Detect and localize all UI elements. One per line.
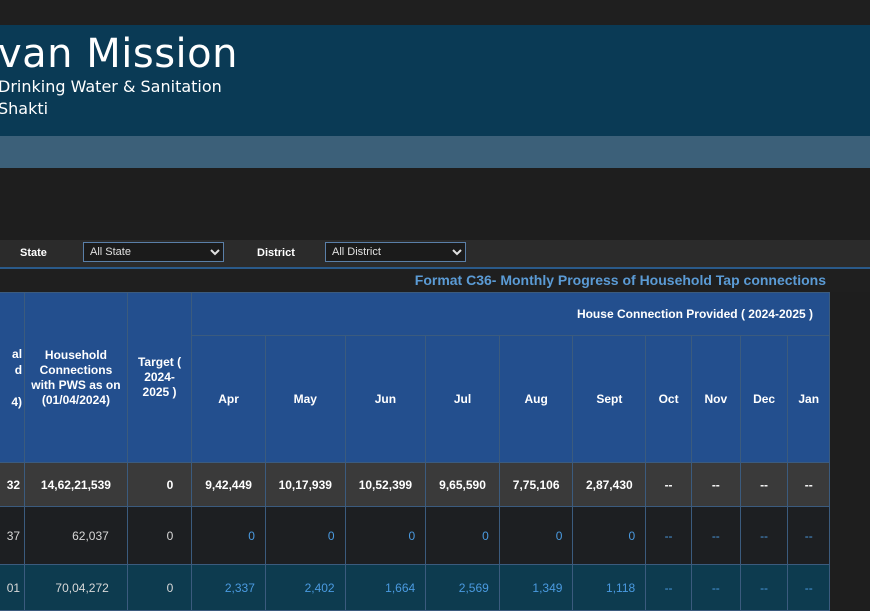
filter-bar: State All State District All District [0, 240, 870, 267]
row2-household-connections: 70,04,272 [24, 564, 128, 611]
format-title: Format C36- Monthly Progress of Househol… [414, 272, 826, 288]
row2-may-link[interactable]: 2,402 [264, 564, 346, 611]
content-spacer [0, 168, 870, 240]
district-select[interactable]: All District [325, 242, 466, 262]
row2-oct: -- [645, 564, 692, 611]
row2-dec: -- [739, 564, 789, 611]
progress-table: al d 4) Household Connections with PWS a… [0, 292, 830, 611]
row2-aug-link[interactable]: 1,349 [498, 564, 574, 611]
row1-aug-link[interactable]: 0 [498, 506, 574, 565]
table-row: 37 62,037 0 0 0 0 0 0 0 -- -- -- -- [0, 506, 830, 565]
row2-jun-link[interactable]: 1,664 [344, 564, 427, 611]
total-nov: -- [690, 462, 741, 507]
row1-household-connections: 62,037 [24, 506, 128, 565]
site-banner: van Mission Drinking Water & Sanitation … [0, 25, 870, 136]
row1-nov: -- [690, 506, 741, 565]
header-month-nov: Nov [690, 335, 741, 463]
header-connections-col: al d 4) [0, 292, 26, 463]
total-dec: -- [739, 462, 789, 507]
format-title-bar: Format C36- Monthly Progress of Househol… [0, 269, 870, 292]
header-col0-line2: d [14, 362, 23, 377]
row2-apr-link[interactable]: 2,337 [191, 564, 266, 611]
browser-top-bar [0, 0, 870, 25]
total-col0: 32 [0, 462, 26, 507]
total-jun: 10,52,399 [344, 462, 427, 507]
table-row-total: 32 14,62,21,539 0 9,42,449 10,17,939 10,… [0, 462, 830, 507]
header-month-dec: Dec [739, 335, 789, 463]
total-apr: 9,42,449 [191, 462, 266, 507]
row1-sept-link[interactable]: 0 [572, 506, 647, 565]
row2-target: 0 [126, 564, 193, 611]
header-col0-line3: 4) [11, 394, 23, 409]
header-household-connections: Household Connections with PWS as on (01… [24, 292, 128, 463]
row1-jul-link[interactable]: 0 [425, 506, 500, 565]
row2-sept-link[interactable]: 1,118 [572, 564, 647, 611]
state-select[interactable]: All State [83, 242, 224, 262]
header-col0-line1: al [12, 346, 23, 361]
district-label: District [257, 247, 295, 259]
row1-apr-link[interactable]: 0 [191, 506, 266, 565]
total-jul: 9,65,590 [425, 462, 500, 507]
header-month-may: May [264, 335, 346, 463]
total-aug: 7,75,106 [498, 462, 574, 507]
row2-col0: 01 [0, 564, 26, 611]
header-target: Target ( 2024-2025 ) [126, 292, 193, 463]
row2-nov: -- [690, 564, 741, 611]
table-row: 01 70,04,272 0 2,337 2,402 1,664 2,569 1… [0, 564, 830, 611]
row1-jun-link[interactable]: 0 [344, 506, 427, 565]
header-month-jun: Jun [344, 335, 427, 463]
row1-oct: -- [645, 506, 692, 565]
row1-target: 0 [126, 506, 193, 565]
total-oct: -- [645, 462, 692, 507]
header-house-connection-provided: House Connection Provided ( 2024-2025 ) [191, 292, 830, 336]
header-month-apr: Apr [191, 335, 266, 463]
total-target: 0 [126, 462, 193, 507]
divider-line [0, 267, 870, 269]
row1-col0: 37 [0, 506, 26, 565]
header-month-jan: Jan [787, 335, 830, 463]
row2-jan: -- [787, 564, 830, 611]
header-month-sept: Sept [572, 335, 647, 463]
header-month-oct: Oct [645, 335, 692, 463]
site-title: van Mission [0, 31, 238, 77]
row1-dec: -- [739, 506, 789, 565]
row1-jan: -- [787, 506, 830, 565]
total-sept: 2,87,430 [572, 462, 647, 507]
header-month-jul: Jul [425, 335, 500, 463]
navigation-bar [0, 136, 870, 168]
header-month-aug: Aug [498, 335, 574, 463]
total-jan: -- [787, 462, 830, 507]
state-label: State [20, 247, 47, 259]
total-may: 10,17,939 [264, 462, 346, 507]
row1-may-link[interactable]: 0 [264, 506, 346, 565]
total-household-connections: 14,62,21,539 [24, 462, 128, 507]
row2-jul-link[interactable]: 2,569 [425, 564, 500, 611]
site-subtitle-ministry: Drinking Water & Sanitation [0, 77, 222, 96]
site-subtitle-department: Shakti [0, 99, 49, 118]
